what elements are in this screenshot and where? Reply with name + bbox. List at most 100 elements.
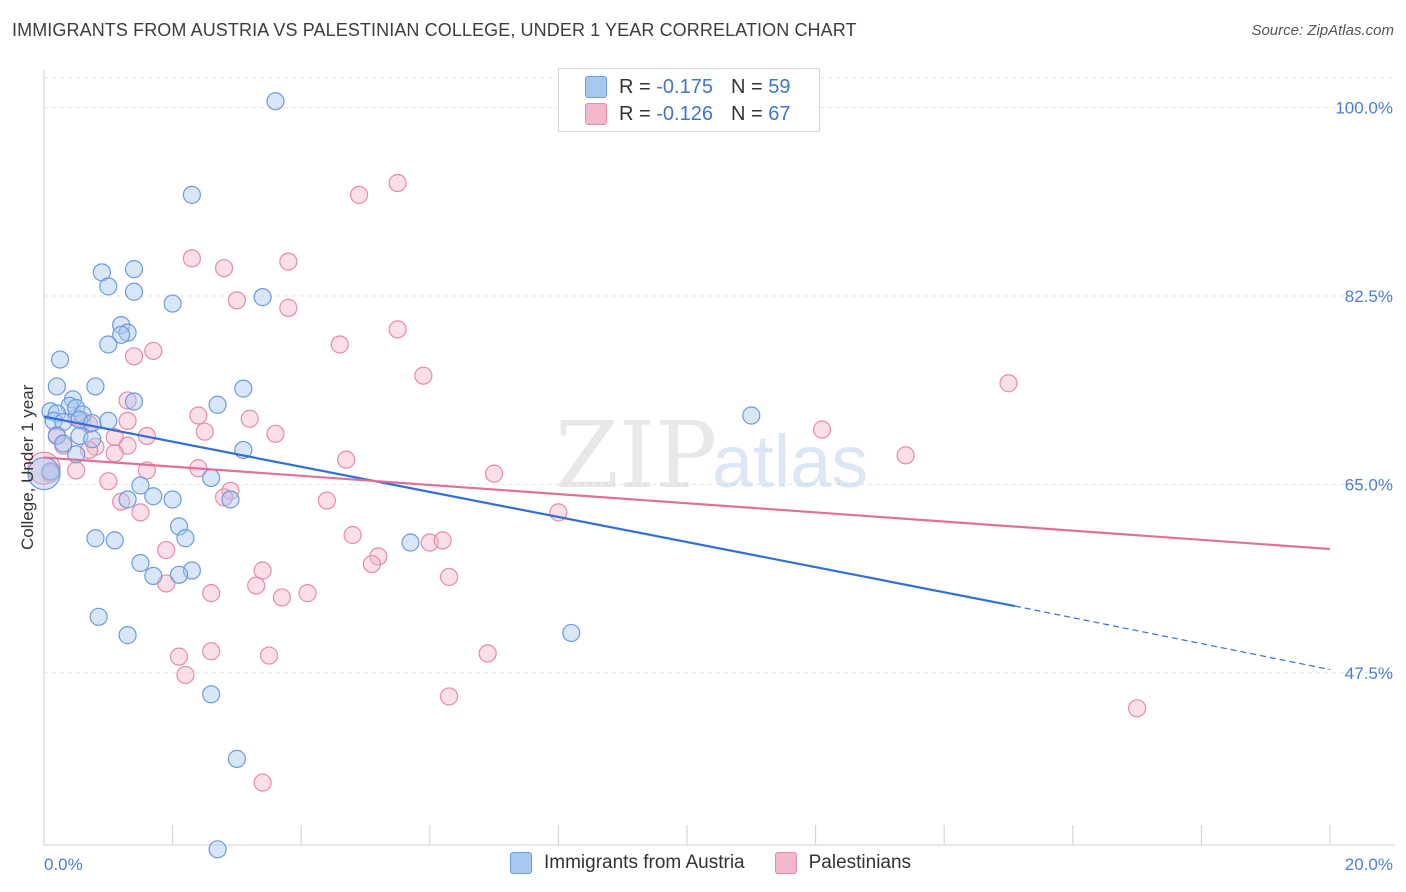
legend-row-palestinians: R = -0.126 N = 67: [585, 102, 790, 126]
bottom-legend-label-austria: Immigrants from Austria: [544, 852, 745, 873]
y-tick-label: 100.0%: [1335, 99, 1393, 118]
data-point-austria: [41, 462, 60, 481]
data-point-austria: [99, 335, 118, 354]
data-point-palestinians: [388, 320, 407, 339]
data-point-austria: [253, 288, 272, 307]
data-point-palestinians: [266, 424, 285, 443]
data-point-austria: [208, 395, 227, 414]
data-point-austria: [89, 607, 108, 626]
data-point-austria: [131, 476, 150, 495]
data-point-palestinians: [157, 540, 176, 560]
data-point-palestinians: [202, 584, 221, 603]
legend-n-label: N =: [730, 102, 763, 125]
data-point-austria: [163, 294, 182, 313]
data-point-palestinians: [227, 291, 246, 310]
trend-line-austria: [43, 415, 1016, 608]
palestinians-points: [27, 173, 1147, 792]
legend-r-label: R =: [619, 102, 651, 125]
chart-title: IMMIGRANTS FROM AUSTRIA VS PALESTINIAN C…: [12, 20, 857, 40]
data-point-austria: [124, 392, 144, 411]
data-point-austria: [401, 533, 420, 552]
data-point-austria: [112, 316, 131, 335]
austria-points: [27, 92, 761, 859]
legend-swatch-austria: [585, 76, 607, 98]
data-point-austria: [208, 840, 227, 859]
bottom-legend: Immigrants from Austria Palestinians: [510, 852, 941, 874]
data-point-austria: [47, 377, 66, 396]
y-tick-label: 65.0%: [1345, 475, 1393, 494]
data-point-austria: [562, 623, 581, 643]
bottom-legend-label-palestinians: Palestinians: [808, 852, 912, 873]
data-point-austria: [163, 490, 182, 509]
data-point-austria: [54, 434, 73, 453]
bottom-legend-palestinians: Palestinians: [774, 852, 912, 874]
legend-r-value: -0.126: [656, 102, 713, 125]
data-point-austria: [742, 406, 761, 425]
data-point-palestinians: [999, 374, 1018, 393]
data-point-palestinians: [279, 252, 298, 271]
data-point-palestinians: [330, 335, 349, 354]
trend-line-palestinians: [43, 456, 1331, 551]
data-point-palestinians: [433, 531, 452, 550]
tick-labels: 100.0% 82.5% 65.0% 47.5% 0.0% 20.0%: [44, 99, 1393, 874]
data-point-palestinians: [298, 584, 317, 603]
data-point-palestinians: [99, 472, 118, 491]
data-point-austria: [124, 260, 144, 279]
data-point-palestinians: [337, 450, 356, 469]
data-point-palestinians: [485, 464, 504, 483]
data-point-austria: [86, 377, 105, 396]
data-point-palestinians: [349, 185, 369, 204]
data-point-austria: [99, 411, 118, 431]
data-point-palestinians: [118, 391, 137, 410]
data-point-palestinians: [478, 644, 497, 663]
legend-swatch-palestinians: [585, 103, 607, 125]
data-point-palestinians: [279, 298, 298, 317]
y-axis-label: College, Under 1 year: [18, 384, 37, 550]
data-point-palestinians: [1127, 699, 1147, 718]
y-tick-label: 82.5%: [1345, 287, 1393, 306]
legend: R = -0.175 N = 59 R = -0.126 N = 67: [558, 68, 820, 132]
data-point-palestinians: [343, 525, 362, 545]
bottom-legend-austria: Immigrants from Austria: [510, 852, 745, 874]
source-label: Source: ZipAtlas.com: [1251, 22, 1394, 39]
legend-n-label: N =: [730, 75, 763, 98]
bottom-legend-swatch-palestinians: [774, 852, 797, 874]
data-point-austria: [105, 531, 124, 550]
data-point-palestinians: [202, 642, 221, 661]
watermark: ZIP atlas: [555, 402, 868, 509]
data-point-austria: [67, 398, 86, 418]
legend-n-value: 67: [768, 102, 791, 125]
data-point-palestinians: [124, 347, 144, 366]
data-point-austria: [47, 426, 66, 446]
data-point-austria: [221, 490, 240, 509]
data-point-palestinians: [131, 503, 150, 522]
data-point-austria: [202, 685, 221, 704]
data-point-austria: [169, 565, 189, 584]
data-point-palestinians: [259, 646, 279, 665]
data-point-palestinians: [105, 427, 124, 447]
data-point-austria: [131, 553, 150, 573]
legend-n-value: 59: [768, 75, 791, 98]
data-point-austria: [83, 413, 102, 433]
data-point-palestinians: [253, 773, 272, 792]
x-tick-label: 0.0%: [44, 855, 83, 874]
data-point-palestinians: [253, 561, 272, 580]
x-tick-label: 20.0%: [1345, 855, 1393, 874]
data-point-palestinians: [67, 461, 86, 480]
data-point-austria: [118, 626, 137, 645]
data-point-palestinians: [247, 576, 266, 595]
data-point-palestinians: [144, 341, 163, 361]
watermark-zip: ZIP: [555, 402, 717, 509]
data-point-palestinians: [362, 554, 382, 574]
axes: [43, 70, 1395, 846]
data-point-palestinians: [272, 588, 292, 607]
data-point-palestinians: [182, 249, 201, 268]
y-tick-label: 47.5%: [1345, 664, 1393, 683]
data-point-palestinians: [214, 258, 234, 278]
data-point-palestinians: [388, 173, 407, 193]
data-point-austria: [144, 487, 163, 506]
data-point-palestinians: [317, 491, 337, 510]
data-point-austria: [112, 325, 131, 344]
data-point-austria: [202, 468, 221, 488]
